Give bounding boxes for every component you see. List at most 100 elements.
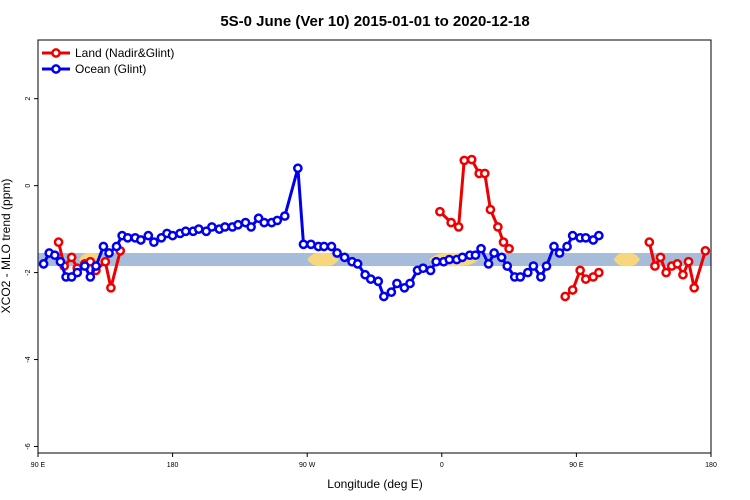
series-1-point [554, 248, 565, 258]
ocean-band [38, 253, 711, 267]
series-1-point [373, 276, 384, 287]
series-0-point [466, 154, 477, 165]
series-1-point [580, 232, 591, 243]
x-tick-label: 0 [440, 462, 444, 469]
series-1-point [476, 243, 486, 254]
series-1-point [326, 241, 337, 252]
series-0-point [593, 267, 604, 278]
y-tick-label: 2 [25, 97, 32, 101]
series-0-point [567, 285, 578, 295]
series-1-point [193, 224, 204, 234]
series-1-point [496, 252, 507, 263]
series-1-point [457, 252, 468, 263]
series-1-point [207, 222, 217, 232]
x-axis-label: Longitude (deg E) [327, 477, 422, 491]
series-1-point [79, 261, 90, 271]
series-0-point [100, 256, 111, 267]
series-1-point [104, 248, 114, 258]
series-0-point [678, 269, 688, 280]
series-0-point [689, 282, 700, 293]
x-tick-label: 90 E [569, 462, 584, 469]
series-1-point [149, 237, 159, 248]
series-1-point [549, 241, 559, 252]
series-0-point [485, 204, 496, 215]
series-0-point [650, 261, 660, 271]
series-0-point [575, 265, 585, 276]
series-0-point [479, 168, 490, 179]
series-1-point [85, 272, 96, 282]
y-tick-label: -2 [25, 269, 32, 275]
series-0-point [453, 222, 464, 232]
series-0-point [498, 237, 509, 248]
series-1-point [332, 248, 342, 258]
series-1-point [135, 235, 146, 245]
series-0-point [580, 274, 591, 284]
series-1-point [98, 241, 109, 252]
y-axis-label: XCO2 - MLO trend (ppm) [0, 179, 13, 314]
series-1-point [72, 267, 83, 278]
series-1-point [528, 261, 539, 271]
land-band-1 [307, 253, 339, 267]
legend: Land (Nadir&Glint) Ocean (Glint) [42, 46, 174, 76]
series-1-point [365, 274, 376, 284]
series-1-point [306, 239, 316, 250]
x-tick-label: 90 E [31, 462, 46, 469]
legend-marker-0 [51, 48, 61, 58]
y-axis: -6 -4 -2 0 2 [25, 97, 38, 450]
chart-title: 5S-0 June (Ver 10) 2015-01-01 to 2020-12… [220, 13, 529, 30]
series-0-point [435, 206, 445, 217]
series-0-point [672, 259, 683, 269]
series-1-point [392, 278, 402, 289]
series-1-point [111, 241, 122, 252]
series-1-point [431, 256, 442, 267]
series-1-point [180, 226, 191, 237]
series-1-point [259, 217, 270, 228]
x-tick-label: 90 W [299, 462, 316, 469]
series-0-point [683, 256, 694, 267]
series-1-point [293, 163, 303, 174]
series-1-point [522, 267, 533, 278]
series-1-point [55, 256, 66, 267]
series-1-point [470, 250, 481, 261]
series-1-point [122, 232, 133, 243]
series-0-point [493, 222, 503, 232]
series-1-point [502, 261, 513, 271]
series-1-point [143, 230, 154, 241]
x-axis: 90 E 180 90 W 0 90 E 180 [31, 453, 717, 469]
series-0-point [446, 217, 456, 228]
series-1-point [536, 272, 546, 282]
series-0-point [53, 237, 64, 248]
series-1-point [49, 250, 60, 261]
series-1-point [405, 278, 415, 289]
series-1-point [272, 215, 283, 226]
series-1-point [562, 241, 572, 252]
series-1-point [246, 222, 256, 232]
series-1-point [593, 230, 604, 241]
series-1-point [567, 230, 578, 241]
series-0-point [644, 237, 655, 248]
series-1-point [352, 259, 363, 269]
y-tick-label: -6 [25, 443, 32, 449]
series-1-point [444, 254, 455, 265]
series-1-point [425, 265, 436, 276]
y-tick-label: -4 [25, 356, 32, 362]
series-1 [38, 163, 604, 302]
plot-frame [37, 39, 712, 454]
series-1-point [378, 291, 389, 302]
series-0-point [504, 243, 514, 254]
series-1-point [541, 261, 552, 271]
series-0-point [459, 155, 470, 166]
series-1-point [298, 239, 309, 250]
legend-label-1: Ocean (Glint) [75, 62, 146, 76]
series-0-point [661, 267, 671, 278]
series-0-point [655, 252, 666, 263]
series-1-point [489, 248, 499, 258]
series-1-point [167, 230, 178, 241]
series-1-point [515, 272, 526, 282]
series-1-point [339, 252, 350, 263]
series-layer [38, 154, 711, 302]
series-0-point [700, 245, 711, 256]
series-1-point [386, 287, 397, 297]
series-0-point [560, 291, 571, 302]
